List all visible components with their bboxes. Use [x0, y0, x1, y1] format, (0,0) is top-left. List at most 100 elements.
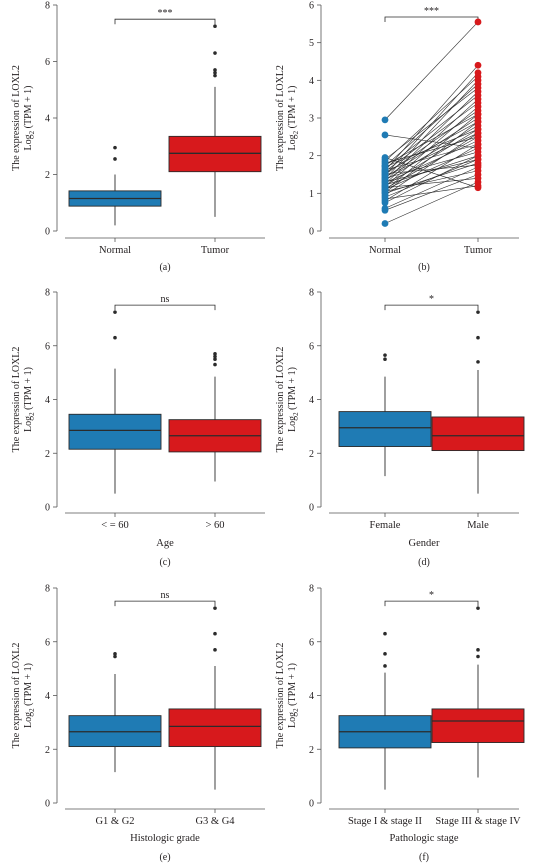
- y-tick-label: 2: [309, 449, 314, 460]
- box-g1-g2: [68, 652, 162, 773]
- x-category-label: < = 60: [101, 520, 129, 531]
- y-axis-title-line1: The expression of LOXL2: [275, 65, 286, 171]
- y-axis-title: The expression of LOXL2 Log2 (TPM + 1): [275, 65, 300, 171]
- outlier-point: [213, 357, 217, 361]
- pair-line: [384, 106, 479, 187]
- tumor-point: [474, 84, 482, 92]
- y-axis-title-log: Log: [287, 134, 298, 150]
- outlier-point: [213, 73, 217, 78]
- x-axis-title: Age: [156, 538, 174, 549]
- pair-line: [384, 166, 479, 209]
- tumor-point: [474, 144, 482, 152]
- y-tick-label: 0: [309, 227, 314, 238]
- outlier-point: [113, 335, 117, 340]
- tumor-point: [474, 133, 482, 141]
- outlier-point: [113, 652, 117, 656]
- x-category-label: Male: [467, 520, 489, 531]
- y-axis-title-units: (TPM + 1): [23, 663, 34, 708]
- y-axis-title-subscript: 2: [28, 708, 36, 712]
- pair-line: [384, 21, 479, 121]
- outlier-point: [213, 51, 217, 55]
- y-tick-label: 6: [45, 57, 50, 68]
- outlier-point: [383, 652, 387, 656]
- bracket-line: [114, 600, 216, 607]
- box--60: [168, 352, 262, 482]
- significance-bracket: ***: [114, 8, 216, 25]
- box-g3-g4: [168, 606, 262, 790]
- tumor-point: [474, 118, 482, 126]
- y-axis-title-line1: The expression of LOXL2: [11, 643, 22, 749]
- pair-line: [384, 181, 479, 224]
- tumor-point: [474, 167, 482, 175]
- y-axis-title-subscript: 2: [28, 412, 36, 416]
- outlier-point: [213, 606, 217, 610]
- tumor-point: [474, 156, 482, 163]
- box-body: [431, 416, 525, 452]
- y-tick-label: 2: [45, 745, 50, 756]
- pair-line: [384, 65, 479, 171]
- x-category-label: G1 & G2: [95, 816, 134, 827]
- outlier-point: [476, 654, 480, 659]
- pair-line: [384, 134, 479, 149]
- outlier-point: [476, 606, 480, 610]
- y-axis-title-subscript: 2: [28, 130, 36, 134]
- pair-line: [384, 114, 479, 191]
- pair-line: [384, 162, 479, 194]
- pair-line: [384, 83, 479, 167]
- box-body: [338, 411, 432, 447]
- bracket-line: [384, 600, 479, 607]
- y-tick-label: 8: [45, 1, 50, 12]
- y-tick-label: 2: [309, 745, 314, 756]
- y-tick-label: 0: [309, 503, 314, 514]
- pair-line: [384, 102, 479, 172]
- pair-line: [384, 121, 479, 173]
- y-tick-label: 8: [45, 288, 50, 299]
- bracket-line: [384, 16, 479, 22]
- x-category-label: Tumor: [464, 245, 493, 256]
- y-axis-title-log: Log: [23, 416, 34, 432]
- outlier-point: [113, 310, 117, 314]
- y-axis-title-line1: The expression of LOXL2: [275, 643, 286, 749]
- significance-bracket: ***: [384, 6, 479, 22]
- tumor-point: [474, 73, 482, 80]
- outlier-point: [383, 664, 387, 668]
- bracket-line: [114, 304, 216, 311]
- significance-bracket: ns: [114, 294, 216, 311]
- y-tick-label: 4: [309, 691, 314, 702]
- significance-label: ***: [424, 6, 439, 17]
- tumor-point: [474, 184, 482, 192]
- y-tick-label: 8: [309, 288, 314, 299]
- y-tick-label: 4: [45, 114, 50, 125]
- y-axis-title-log: Log: [287, 712, 298, 728]
- y-tick-label: 8: [45, 584, 50, 595]
- outlier-point: [213, 362, 217, 367]
- box-stage-iii-stage-iv: [431, 606, 525, 778]
- pair-line: [384, 140, 479, 184]
- x-category-label: Normal: [369, 245, 401, 256]
- y-tick-label: 4: [309, 395, 314, 406]
- outlier-point: [476, 335, 480, 340]
- box-normal: [68, 145, 162, 226]
- box-body: [431, 708, 525, 743]
- tumor-point: [474, 110, 482, 118]
- y-axis-title-line2: Log2 (TPM + 1): [23, 663, 36, 728]
- y-axis-title: The expression of LOXL2 Log2 (TPM + 1): [275, 347, 300, 453]
- outlier-point: [213, 354, 217, 359]
- panel-label: (a): [159, 262, 170, 273]
- box-body: [168, 708, 262, 748]
- y-axis-title-units: (TPM + 1): [287, 367, 298, 412]
- y-tick-label: 8: [309, 584, 314, 595]
- tumor-point: [474, 174, 482, 182]
- tumor-point: [474, 125, 482, 133]
- x-category-label: Stage III & stage IV: [435, 816, 521, 827]
- y-axis-title-line1: The expression of LOXL2: [11, 347, 22, 453]
- outlier-point: [213, 71, 217, 75]
- outlier-point: [113, 654, 117, 659]
- pair-line: [384, 177, 479, 188]
- y-tick-label: 0: [309, 799, 314, 810]
- y-axis-title-line2: Log2 (TPM + 1): [287, 86, 300, 151]
- box--60: [68, 310, 162, 494]
- significance-label: *: [429, 590, 434, 601]
